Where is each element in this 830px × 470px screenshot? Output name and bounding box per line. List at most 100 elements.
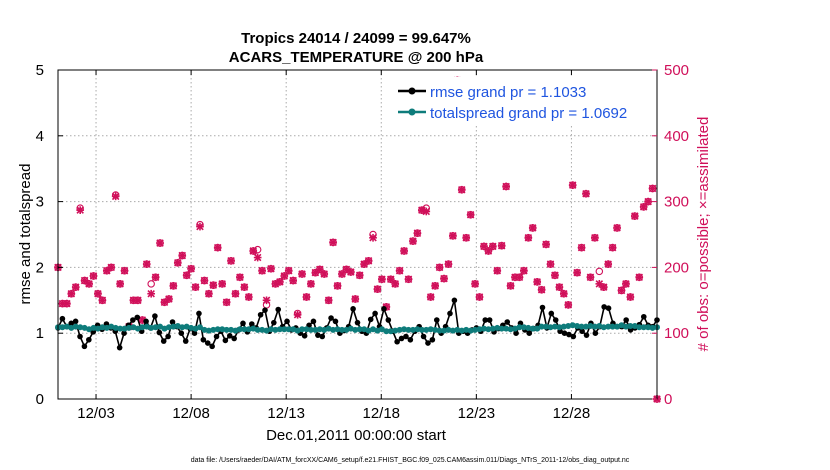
spread-point xyxy=(188,324,195,331)
spread-point xyxy=(405,326,412,333)
rmse-point xyxy=(213,333,220,340)
y-tick-label: 1 xyxy=(36,325,44,342)
spread-point xyxy=(409,326,416,333)
spread-point xyxy=(432,326,439,333)
obs-assimilated-point xyxy=(528,224,537,232)
rmse-point xyxy=(513,330,519,337)
spread-point xyxy=(77,324,84,331)
obs-assimilated-point xyxy=(417,206,426,214)
x-tick-label: 12/08 xyxy=(172,405,210,422)
rmse-point xyxy=(200,336,207,343)
spread-point xyxy=(591,323,598,330)
spread-point xyxy=(507,326,514,333)
spread-point xyxy=(472,326,479,333)
obs-assimilated-point xyxy=(364,256,373,265)
obs-assimilated-point xyxy=(116,280,124,288)
rmse-point xyxy=(367,316,374,323)
obs-assimilated-point xyxy=(200,276,209,285)
obs-assimilated-point xyxy=(355,271,364,280)
obs-assimilated-point xyxy=(298,270,306,278)
spread-point xyxy=(503,325,510,332)
obs-assimilated-point xyxy=(591,233,599,242)
obs-assimilated-point xyxy=(311,268,320,277)
spread-point xyxy=(480,325,487,332)
obs-assimilated-point xyxy=(400,247,408,255)
obs-possible-point xyxy=(147,280,155,288)
rmse-point xyxy=(381,306,387,312)
x-axis-label: Dec.01,2011 00:00:00 start xyxy=(266,427,447,444)
rmse-point xyxy=(601,304,607,310)
spread-point xyxy=(179,324,186,331)
spread-point xyxy=(649,324,656,331)
rmse-point xyxy=(398,335,405,342)
rmse-point xyxy=(196,310,202,317)
obs-assimilated-point xyxy=(457,185,466,194)
rmse-point xyxy=(420,333,427,340)
rmse-point xyxy=(257,311,264,318)
obs-assimilated-point xyxy=(262,296,271,305)
spread-point xyxy=(454,326,461,333)
spread-point xyxy=(467,327,474,334)
obs-assimilated-point xyxy=(506,281,515,290)
spread-point xyxy=(72,323,79,330)
x-tick-label: 12/23 xyxy=(458,405,496,422)
rmse-point xyxy=(385,317,392,323)
rmse-point xyxy=(134,314,141,321)
obs-assimilated-point xyxy=(289,276,298,285)
spread-point xyxy=(547,324,554,331)
obs-assimilated-point xyxy=(360,260,368,268)
spread-point xyxy=(569,322,576,329)
obs-assimilated-point xyxy=(369,233,377,242)
spread-point xyxy=(392,327,399,334)
rmse-point xyxy=(552,317,559,323)
rmse-point xyxy=(310,318,317,325)
spread-point xyxy=(383,328,390,335)
obs-assimilated-point xyxy=(107,263,116,272)
spread-point xyxy=(59,324,66,331)
spread-point xyxy=(196,324,203,331)
rmse-point xyxy=(354,319,361,326)
spread-point xyxy=(489,325,496,332)
obs-assimilated-point xyxy=(165,295,173,303)
obs-assimilated-point xyxy=(196,222,204,231)
rmse-point xyxy=(315,332,321,338)
obs-assimilated-point xyxy=(608,243,617,252)
spread-point xyxy=(201,326,208,333)
obs-assimilated-point xyxy=(622,280,630,288)
spread-point xyxy=(556,324,563,331)
obs-assimilated-point xyxy=(213,243,222,252)
spread-point xyxy=(254,326,261,333)
obs-assimilated-point xyxy=(395,266,404,275)
y-tick-label: 3 xyxy=(36,194,44,211)
obs-assimilated-point xyxy=(351,295,360,303)
chart-subtitle: ACARS_TEMPERATURE @ 200 hPa xyxy=(229,49,484,66)
obs-assimilated-point xyxy=(537,285,546,294)
rmse-point xyxy=(130,317,136,323)
spread-point xyxy=(330,326,337,333)
spread-point xyxy=(436,327,443,334)
footer-data-file: data file: /Users/raeder/DAI/ATM_forcXX/… xyxy=(191,457,630,464)
rmse-point xyxy=(328,315,334,321)
rmse-point xyxy=(169,319,176,325)
obs-assimilated-point xyxy=(462,233,471,242)
spread-point xyxy=(565,322,572,329)
obs-assimilated-point xyxy=(559,289,568,298)
rmse-point xyxy=(429,336,436,343)
rmse-point xyxy=(160,338,167,344)
obs-assimilated-point xyxy=(205,289,213,298)
spread-point xyxy=(338,326,345,333)
obs-assimilated-point xyxy=(253,253,262,262)
obs-assimilated-point xyxy=(440,274,448,283)
obs-assimilated-point xyxy=(524,233,533,242)
rmse-point xyxy=(486,317,493,323)
obs-assimilated-point xyxy=(630,212,639,220)
rmse-point xyxy=(271,319,277,326)
spread-point xyxy=(560,323,567,330)
spread-point xyxy=(152,324,159,331)
spread-point xyxy=(525,324,532,331)
obs-assimilated-point xyxy=(320,270,329,278)
legend-rmse-marker xyxy=(408,87,416,95)
spread-point xyxy=(494,324,501,331)
rmse-point xyxy=(407,336,414,343)
